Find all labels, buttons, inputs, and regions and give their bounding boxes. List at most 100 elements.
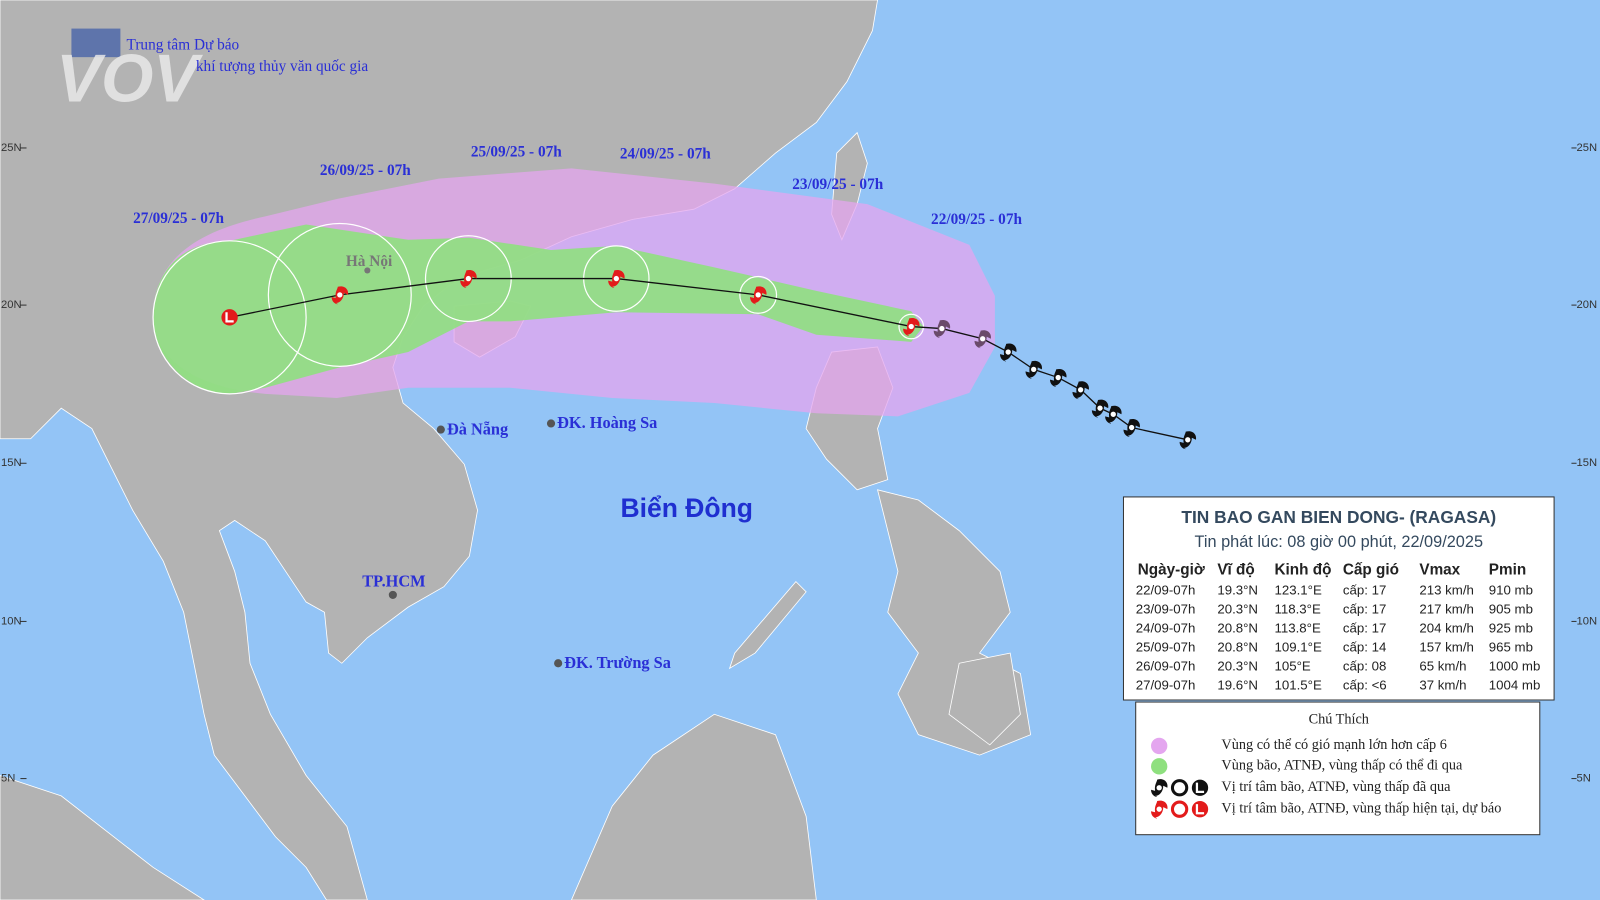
org-line2: khí tượng thủy văn quốc gia xyxy=(196,58,369,75)
storm-icon xyxy=(1091,399,1109,418)
table-cell: 26/09-07h xyxy=(1136,659,1196,674)
table-cell: 1000 mb xyxy=(1489,659,1541,674)
table-cell: 37 km/h xyxy=(1419,678,1466,693)
legend-item: Vùng bão, ATNĐ, vùng thấp có thể đi qua xyxy=(1221,758,1463,774)
track-label: 23/09/25 - 07h xyxy=(792,176,883,193)
track-label: 25/09/25 - 07h xyxy=(471,144,562,161)
table-cell: 157 km/h xyxy=(1419,640,1474,655)
column-header: Ngày-giờ xyxy=(1138,561,1205,578)
track-labels: 27/09/25 - 07h 26/09/25 - 07h 25/09/25 -… xyxy=(133,144,1022,228)
table-cell: 204 km/h xyxy=(1419,620,1474,635)
icon-shape xyxy=(1191,801,1209,818)
table-cell: 20.8°N xyxy=(1217,620,1258,635)
storm-icon xyxy=(1170,800,1189,818)
lat-label: 20N xyxy=(1,299,22,311)
lat-label: 5N xyxy=(1577,773,1591,785)
icon-eye xyxy=(1077,387,1084,393)
logo: VOV Trung tâm Dự báo khí tượng thủy văn … xyxy=(56,28,369,116)
table-title: TIN BAO GAN BIEN DONG- (RAGASA) xyxy=(1181,507,1496,527)
icon-eye xyxy=(1055,374,1061,381)
icon-eye xyxy=(1185,437,1191,443)
storm-icon xyxy=(1025,360,1043,379)
storm-icon xyxy=(903,317,920,336)
icon-shape xyxy=(1191,779,1209,796)
table-cell: 965 mb xyxy=(1489,640,1533,655)
legend-item: Vị trí tâm bão, ATNĐ, vùng thấp hiện tại… xyxy=(1221,800,1501,816)
icon-eye xyxy=(465,275,472,282)
storm-icon xyxy=(1170,779,1189,797)
table-cell: 27/09-07h xyxy=(1136,678,1196,693)
place-label: ĐK. Hoàng Sa xyxy=(557,413,657,432)
table-cell: 910 mb xyxy=(1489,582,1533,597)
storm-icon xyxy=(1105,405,1122,424)
icon-eye xyxy=(1097,405,1103,411)
lat-label: 25N xyxy=(1577,142,1598,154)
storm-icon xyxy=(974,330,992,349)
table-cell: 24/09-07h xyxy=(1136,620,1196,635)
table-cell: 19.3°N xyxy=(1217,582,1258,597)
storm-icon xyxy=(1123,418,1140,437)
icon-eye xyxy=(1128,424,1135,431)
table-cell: 105°E xyxy=(1274,659,1310,674)
icon-eye xyxy=(980,336,986,342)
table-cell: 109.1°E xyxy=(1274,640,1321,655)
lat-label: 5N xyxy=(1,773,15,785)
table-cell: cấp: 17 xyxy=(1343,582,1386,597)
icon-eye xyxy=(939,325,945,332)
icon-eye xyxy=(337,292,343,298)
icon-shape xyxy=(221,309,238,326)
icon-eye xyxy=(755,292,761,298)
lat-label: 10N xyxy=(1,615,22,627)
table-cell: 19.6°N xyxy=(1217,678,1258,693)
column-header: Vmax xyxy=(1419,561,1460,578)
track-label: 24/09/25 - 07h xyxy=(620,146,711,163)
icon-eye xyxy=(908,323,914,330)
storm-icon xyxy=(1072,381,1089,400)
legend-title: Chú Thích xyxy=(1309,712,1369,728)
table-cell: cấp: 08 xyxy=(1343,659,1386,674)
org-line1: Trung tâm Dự báo xyxy=(127,36,240,53)
place-label: Đà Nẵng xyxy=(447,419,508,438)
lat-label: 15N xyxy=(1,457,22,469)
icon-l xyxy=(1195,782,1205,793)
lat-label: 20N xyxy=(1577,299,1598,311)
table-cell: 925 mb xyxy=(1489,620,1533,635)
table-cell: 23/09-07h xyxy=(1136,601,1196,616)
storm-icon xyxy=(1050,368,1067,387)
lat-label: 25N xyxy=(1,142,22,154)
legend-item: Vùng có thể có gió mạnh lớn hơn cấp 6 xyxy=(1221,737,1446,753)
table-cell: 20.8°N xyxy=(1217,640,1258,655)
storm-icon xyxy=(1000,343,1017,362)
table-cell: 217 km/h xyxy=(1419,601,1474,616)
icon-l xyxy=(1195,804,1205,815)
logo-text: VOV xyxy=(56,41,203,116)
icon-eye xyxy=(1156,806,1162,812)
table-cell: 905 mb xyxy=(1489,601,1533,616)
column-header: Cấp gió xyxy=(1343,561,1399,578)
legend: Chú Thích Vùng có thể có gió mạnh lớn hơ… xyxy=(1135,701,1541,836)
place-label: Hà Nội xyxy=(346,253,393,270)
table-cell: cấp: 14 xyxy=(1343,640,1386,655)
storm-icons xyxy=(221,270,1197,450)
icon-eye xyxy=(1005,349,1011,355)
legend-item: Vị trí tâm bão, ATNĐ, vùng thấp đã qua xyxy=(1221,779,1451,795)
table-cell: 118.3°E xyxy=(1274,601,1320,616)
icon-shape xyxy=(1170,800,1189,818)
column-header: Vĩ độ xyxy=(1217,561,1254,578)
lat-label: 15N xyxy=(1577,457,1598,469)
storm-icon xyxy=(933,320,951,338)
icon-l xyxy=(225,312,234,323)
storm-icon xyxy=(331,286,349,305)
table-cell: 25/09-07h xyxy=(1136,640,1196,655)
icon-eye xyxy=(1110,411,1116,417)
column-header: Pmin xyxy=(1489,561,1526,578)
storm-icon xyxy=(750,286,767,305)
place-label: ĐK. Trường Sa xyxy=(564,653,671,672)
storm-icon xyxy=(608,270,625,288)
table-subtitle: Tin phát lúc: 08 giờ 00 phút, 22/09/2025 xyxy=(1195,533,1484,551)
table-cell: 20.3°N xyxy=(1217,601,1258,616)
storm-icon xyxy=(1151,779,1168,798)
table-cell: 20.3°N xyxy=(1217,659,1258,674)
lat-label: 10N xyxy=(1577,615,1598,627)
